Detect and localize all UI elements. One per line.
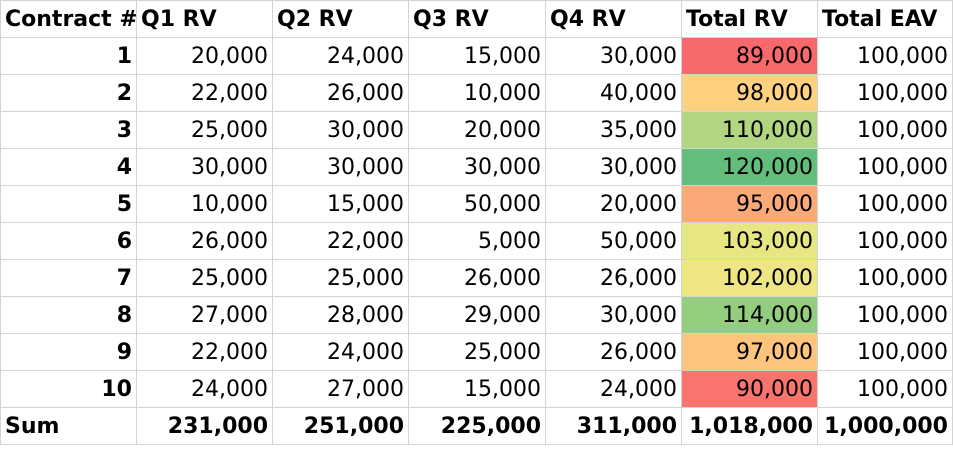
cell-contract-id[interactable]: 4 (0, 148, 137, 186)
cell-q3-rv[interactable]: 50,000 (408, 185, 546, 223)
table-row: 7 25,000 25,000 26,000 26,000 102,000 100,000 (0, 259, 953, 297)
cell-q1-rv[interactable]: 10,000 (136, 185, 273, 223)
cell-q3-rv[interactable]: 10,000 (408, 74, 546, 112)
header-q1-rv[interactable]: Q1 RV (136, 0, 273, 38)
cell-total-rv[interactable]: 114,000 (681, 296, 818, 334)
header-q2-rv[interactable]: Q2 RV (272, 0, 409, 38)
cell-q2-rv[interactable]: 30,000 (272, 148, 409, 186)
header-q4-rv[interactable]: Q4 RV (545, 0, 682, 38)
cell-q4-rv[interactable]: 35,000 (545, 111, 682, 149)
cell-contract-id[interactable]: 3 (0, 111, 137, 149)
cell-q3-rv[interactable]: 29,000 (408, 296, 546, 334)
cell-q1-rv[interactable]: 26,000 (136, 222, 273, 260)
cell-total-eav[interactable]: 100,000 (817, 370, 953, 408)
contracts-table: Contract # Q1 RV Q2 RV Q3 RV Q4 RV Total… (0, 0, 953, 445)
cell-q3-rv[interactable]: 25,000 (408, 333, 546, 371)
cell-total-rv[interactable]: 103,000 (681, 222, 818, 260)
cell-contract-id[interactable]: 8 (0, 296, 137, 334)
cell-total-eav[interactable]: 100,000 (817, 185, 953, 223)
cell-q1-rv[interactable]: 20,000 (136, 37, 273, 75)
sum-total-rv[interactable]: 1,018,000 (681, 407, 818, 445)
cell-q3-rv[interactable]: 15,000 (408, 37, 546, 75)
header-q3-rv[interactable]: Q3 RV (408, 0, 546, 38)
cell-q3-rv[interactable]: 30,000 (408, 148, 546, 186)
cell-q3-rv[interactable]: 26,000 (408, 259, 546, 297)
cell-total-rv[interactable]: 98,000 (681, 74, 818, 112)
header-contract[interactable]: Contract # (0, 0, 137, 38)
cell-q2-rv[interactable]: 25,000 (272, 259, 409, 297)
cell-total-eav[interactable]: 100,000 (817, 259, 953, 297)
cell-q1-rv[interactable]: 27,000 (136, 296, 273, 334)
cell-q2-rv[interactable]: 24,000 (272, 333, 409, 371)
cell-q1-rv[interactable]: 22,000 (136, 333, 273, 371)
sum-label[interactable]: Sum (0, 407, 137, 445)
table-row: 5 10,000 15,000 50,000 20,000 95,000 100,000 (0, 185, 953, 223)
table-row: 1 20,000 24,000 15,000 30,000 89,000 100,000 (0, 37, 953, 75)
cell-q4-rv[interactable]: 26,000 (545, 259, 682, 297)
table-row: 4 30,000 30,000 30,000 30,000 120,000 100,000 (0, 148, 953, 186)
cell-total-rv[interactable]: 95,000 (681, 185, 818, 223)
cell-q1-rv[interactable]: 24,000 (136, 370, 273, 408)
cell-q2-rv[interactable]: 15,000 (272, 185, 409, 223)
cell-q4-rv[interactable]: 30,000 (545, 148, 682, 186)
cell-contract-id[interactable]: 7 (0, 259, 137, 297)
cell-total-rv[interactable]: 89,000 (681, 37, 818, 75)
cell-total-eav[interactable]: 100,000 (817, 296, 953, 334)
cell-contract-id[interactable]: 5 (0, 185, 137, 223)
header-row: Contract # Q1 RV Q2 RV Q3 RV Q4 RV Total… (0, 0, 953, 38)
cell-q1-rv[interactable]: 30,000 (136, 148, 273, 186)
cell-q2-rv[interactable]: 26,000 (272, 74, 409, 112)
cell-q1-rv[interactable]: 22,000 (136, 74, 273, 112)
cell-contract-id[interactable]: 1 (0, 37, 137, 75)
cell-total-eav[interactable]: 100,000 (817, 333, 953, 371)
cell-q4-rv[interactable]: 26,000 (545, 333, 682, 371)
cell-total-eav[interactable]: 100,000 (817, 148, 953, 186)
cell-q4-rv[interactable]: 50,000 (545, 222, 682, 260)
cell-q4-rv[interactable]: 30,000 (545, 37, 682, 75)
cell-total-rv[interactable]: 97,000 (681, 333, 818, 371)
table-body: 1 20,000 24,000 15,000 30,000 89,000 100,000 2 2… (0, 37, 953, 408)
cell-total-eav[interactable]: 100,000 (817, 74, 953, 112)
cell-q3-rv[interactable]: 15,000 (408, 370, 546, 408)
cell-q2-rv[interactable]: 30,000 (272, 111, 409, 149)
table-row: 6 26,000 22,000 5,000 50,000 103,000 100,000 (0, 222, 953, 260)
table-row: 3 25,000 30,000 20,000 35,000 110,000 100,000 (0, 111, 953, 149)
table-row: 2 22,000 26,000 10,000 40,000 98,000 100,000 (0, 74, 953, 112)
sum-q1[interactable]: 231,000 (136, 407, 273, 445)
cell-contract-id[interactable]: 6 (0, 222, 137, 260)
cell-total-eav[interactable]: 100,000 (817, 111, 953, 149)
cell-q2-rv[interactable]: 28,000 (272, 296, 409, 334)
cell-q4-rv[interactable]: 30,000 (545, 296, 682, 334)
table-row: 8 27,000 28,000 29,000 30,000 114,000 100,000 (0, 296, 953, 334)
cell-contract-id[interactable]: 2 (0, 74, 137, 112)
cell-total-rv[interactable]: 102,000 (681, 259, 818, 297)
cell-total-rv[interactable]: 110,000 (681, 111, 818, 149)
header-total-eav[interactable]: Total EAV (817, 0, 953, 38)
sum-q2[interactable]: 251,000 (272, 407, 409, 445)
cell-q3-rv[interactable]: 20,000 (408, 111, 546, 149)
cell-q2-rv[interactable]: 24,000 (272, 37, 409, 75)
cell-total-rv[interactable]: 90,000 (681, 370, 818, 408)
table-row: 10 24,000 27,000 15,000 24,000 90,000 100,000 (0, 370, 953, 408)
header-total-rv[interactable]: Total RV (681, 0, 818, 38)
cell-q2-rv[interactable]: 22,000 (272, 222, 409, 260)
cell-total-rv[interactable]: 120,000 (681, 148, 818, 186)
sum-row: Sum 231,000 251,000 225,000 311,000 1,01… (0, 407, 953, 445)
cell-q3-rv[interactable]: 5,000 (408, 222, 546, 260)
sum-q4[interactable]: 311,000 (545, 407, 682, 445)
cell-q1-rv[interactable]: 25,000 (136, 259, 273, 297)
cell-q4-rv[interactable]: 20,000 (545, 185, 682, 223)
sum-q3[interactable]: 225,000 (408, 407, 546, 445)
cell-contract-id[interactable]: 10 (0, 370, 137, 408)
cell-q1-rv[interactable]: 25,000 (136, 111, 273, 149)
cell-contract-id[interactable]: 9 (0, 333, 137, 371)
sum-total-eav[interactable]: 1,000,000 (817, 407, 953, 445)
cell-total-eav[interactable]: 100,000 (817, 222, 953, 260)
cell-q2-rv[interactable]: 27,000 (272, 370, 409, 408)
table-row: 9 22,000 24,000 25,000 26,000 97,000 100,000 (0, 333, 953, 371)
cell-q4-rv[interactable]: 40,000 (545, 74, 682, 112)
cell-total-eav[interactable]: 100,000 (817, 37, 953, 75)
cell-q4-rv[interactable]: 24,000 (545, 370, 682, 408)
